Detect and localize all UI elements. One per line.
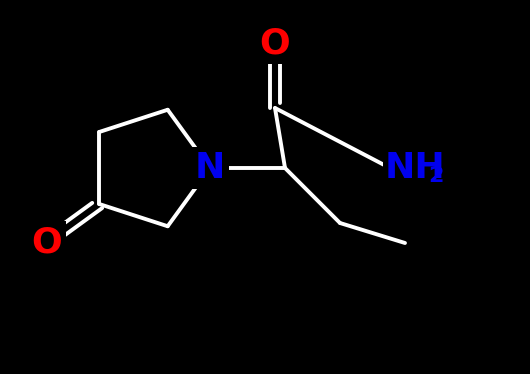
Text: N: N <box>195 151 225 185</box>
Text: O: O <box>31 225 62 259</box>
Text: O: O <box>260 26 290 60</box>
Text: NH: NH <box>385 151 446 185</box>
Text: 2: 2 <box>428 166 444 186</box>
